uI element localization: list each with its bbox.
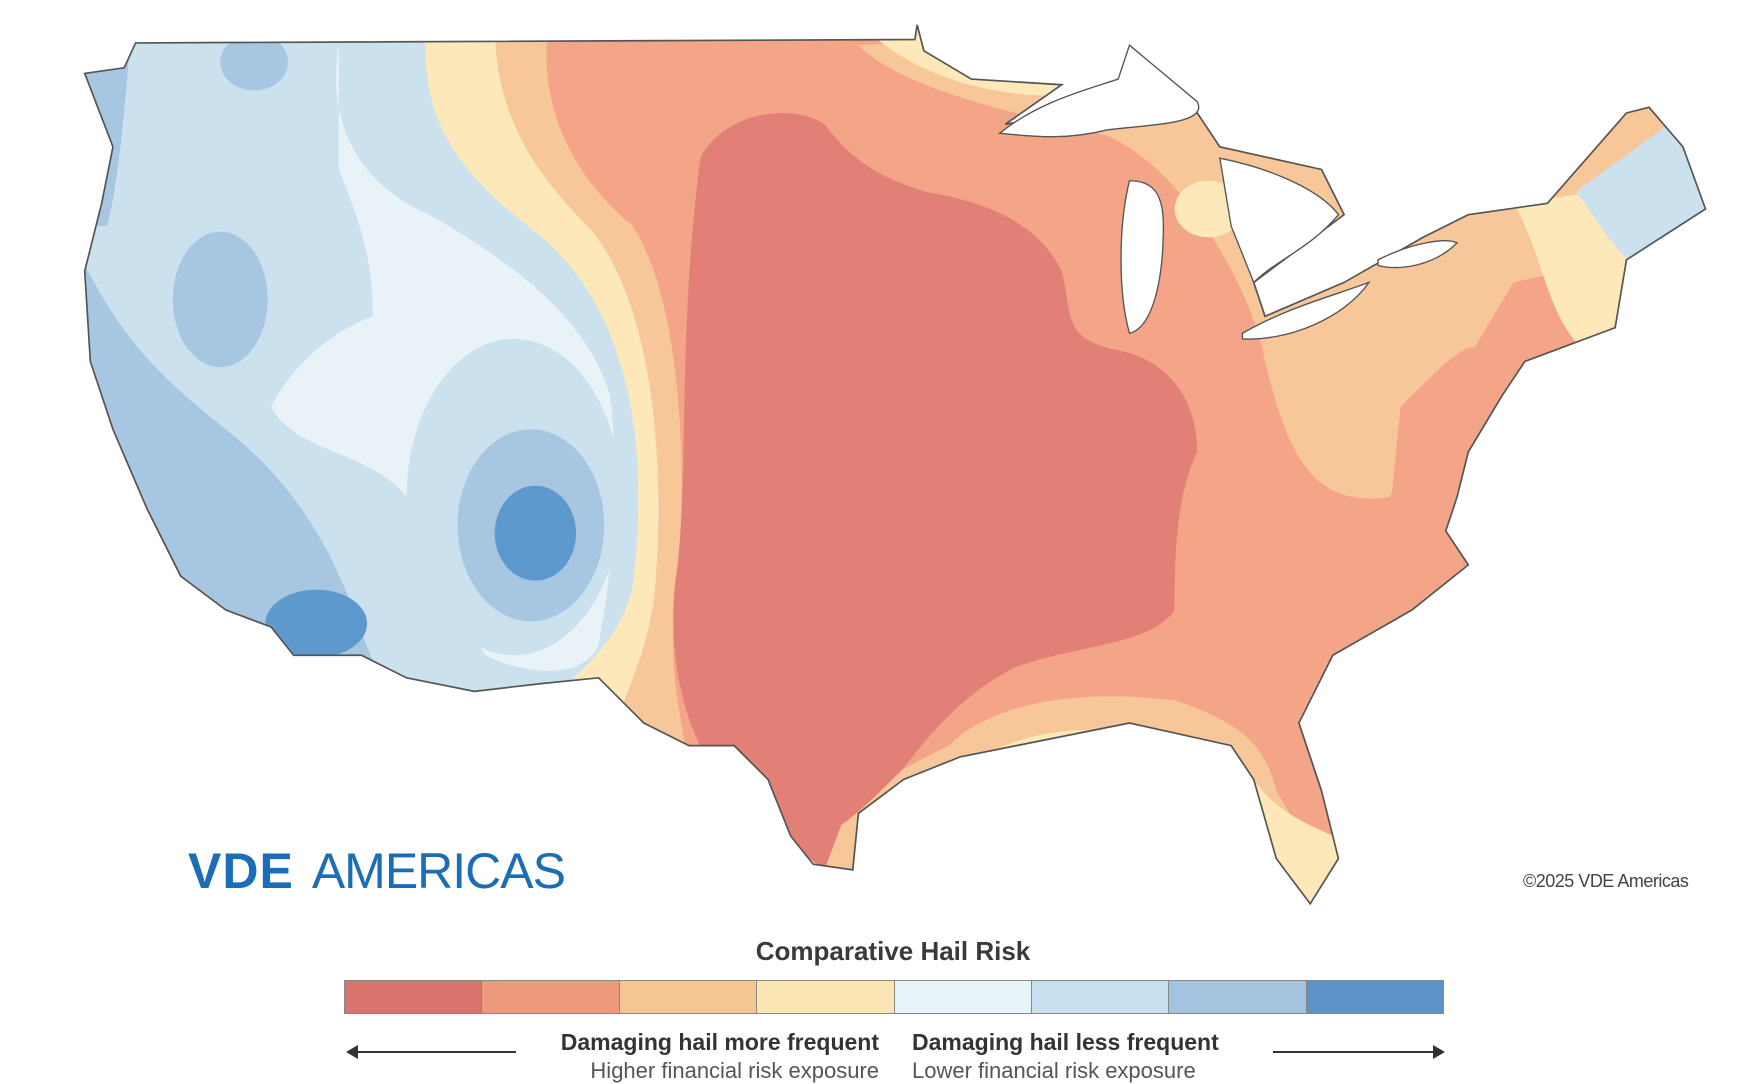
- lake-erie: [1241, 281, 1371, 340]
- legend-swatch-3: [619, 981, 758, 1013]
- legend-swatch-8: [1306, 981, 1443, 1013]
- region-nm-high-blue: [494, 485, 577, 581]
- great-lakes: [997, 44, 1459, 340]
- legend-swatch-5: [894, 981, 1032, 1013]
- logo-vde: VDE: [188, 843, 294, 899]
- legend-swatch-7: [1169, 981, 1307, 1013]
- legend-left-label: Damaging hail more frequent: [560, 1029, 879, 1055]
- vde-americas-logo: VDE AMERICAS: [188, 843, 566, 899]
- arrow-left-icon: [346, 1045, 516, 1059]
- legend-left-sublabel: Higher financial risk exposure: [590, 1058, 879, 1083]
- arrow-right-icon: [1273, 1045, 1445, 1059]
- legend-swatch-1: [345, 981, 483, 1013]
- region-high-risk-core: [673, 112, 1198, 870]
- legend-color-bar: [344, 980, 1444, 1014]
- region-socal-blue: [265, 589, 368, 658]
- region-midatlantic-salmon: [1389, 347, 1480, 520]
- legend-swatch-4: [757, 981, 895, 1013]
- lake-superior: [997, 44, 1200, 138]
- region-maine-blue: [1575, 56, 1706, 272]
- legend-right-sublabel: Lower financial risk exposure: [912, 1058, 1196, 1083]
- lake-michigan: [1120, 180, 1165, 335]
- copyright: ©2025 VDE Americas: [1523, 871, 1689, 891]
- logo-americas: AMERICAS: [311, 843, 566, 899]
- region-idaho-blue: [220, 33, 289, 91]
- lake-ontario: [1377, 240, 1459, 269]
- legend-right-label: Damaging hail less frequent: [912, 1029, 1219, 1055]
- lake-huron: [1219, 157, 1340, 284]
- region-nevada-blue: [172, 231, 268, 368]
- legend-swatch-2: [482, 981, 620, 1013]
- legend-swatch-6: [1031, 981, 1170, 1013]
- legend-title: Comparative Hail Risk: [755, 936, 1031, 966]
